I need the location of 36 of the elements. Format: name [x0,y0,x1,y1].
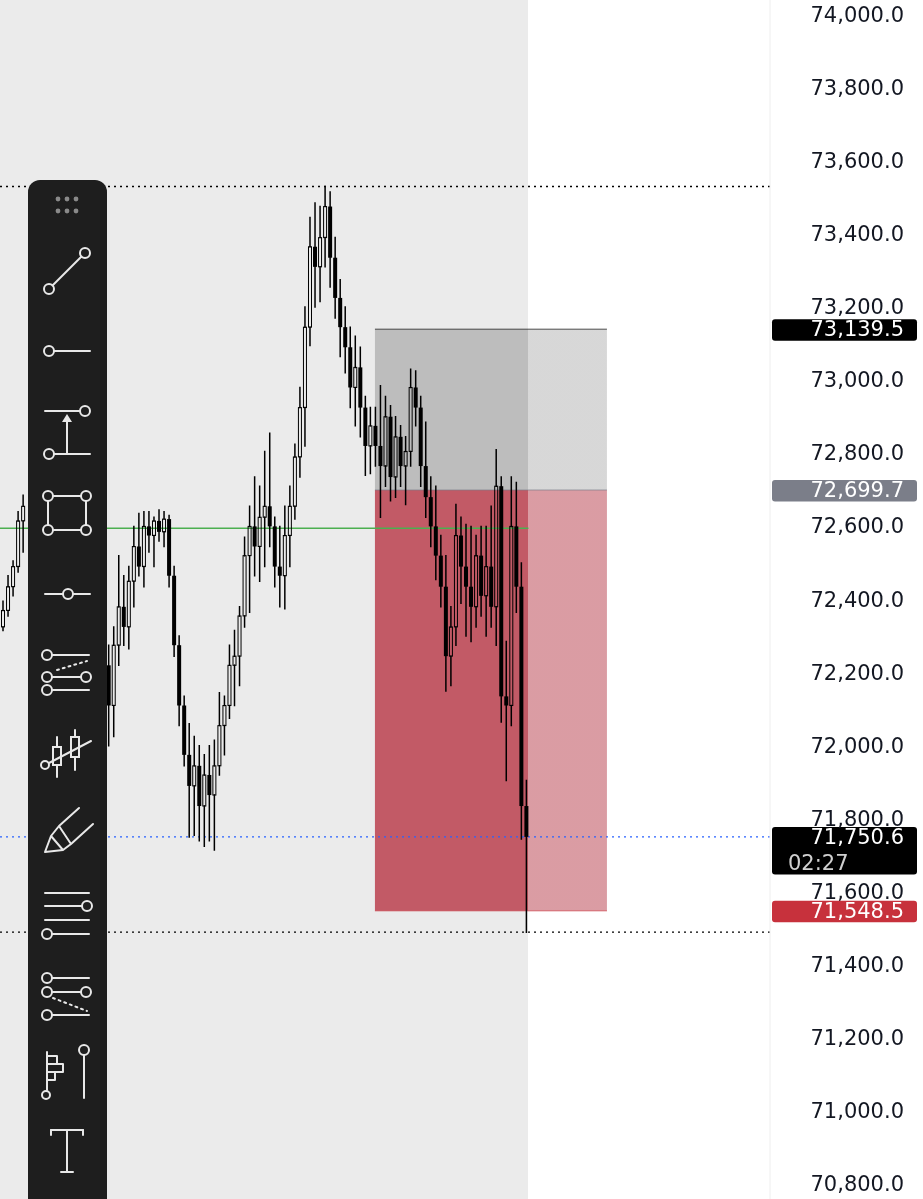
y-tick-label: 73,800.0 [810,75,904,100]
candlestick [423,421,428,518]
candlestick [172,565,177,657]
y-tick-label: 72,200.0 [810,660,904,685]
y-tick-label: 72,600.0 [810,514,904,539]
y-tick-label: 72,000.0 [810,733,904,758]
candlestick [267,432,272,548]
y-tick-label: 73,200.0 [810,295,904,320]
candlestick [177,635,182,727]
y-tick-label: 70,800.0 [810,1172,904,1197]
y-tick-label: 73,600.0 [810,148,904,173]
candlestick [333,236,338,319]
candlestick [519,562,524,840]
candlestick [338,278,343,358]
y-tick-label: 72,800.0 [810,441,904,466]
y-tick-label: 72,699.7 [810,477,904,502]
candlestick [348,326,353,409]
candlestick [418,395,423,487]
y-tick-label: 73,139.5 [810,317,904,342]
y-tick-label: 71,200.0 [810,1026,904,1051]
y-tick-label: 72,400.0 [810,587,904,612]
y-tick-label: 71,000.0 [810,1099,904,1124]
text: 02:27 [788,850,849,875]
candlestick [428,476,433,548]
y-tick-label: 74,000.0 [810,2,904,27]
candlestick [343,306,348,374]
candlestick [182,695,187,767]
candlestick [469,525,474,643]
candlestick [438,534,443,608]
candlestick [433,485,438,581]
candlestick [464,523,469,637]
candlestick [272,516,277,588]
y-tick-label: 73,400.0 [810,221,904,246]
candlestick [187,723,192,838]
y-tick-label: 73,000.0 [810,368,904,393]
y-tick-label: 71,400.0 [810,953,904,978]
